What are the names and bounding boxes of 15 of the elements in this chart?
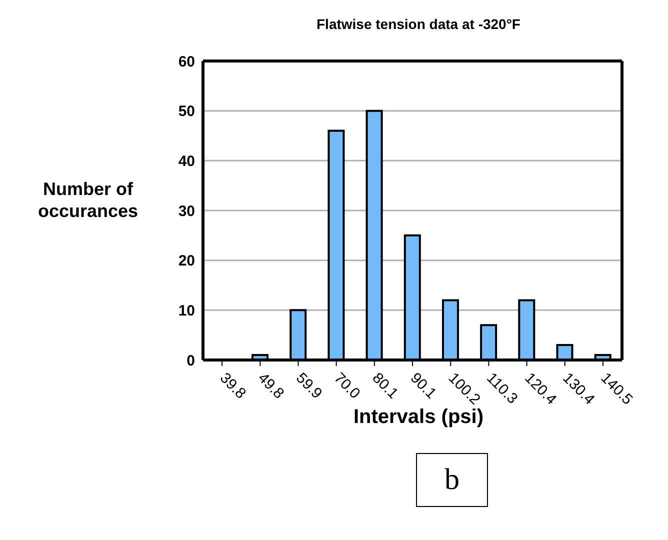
y-tick-label: 50 bbox=[178, 103, 195, 120]
y-tick-label: 30 bbox=[178, 202, 195, 220]
text: b bbox=[416, 453, 488, 507]
x-tick-label: 39.8 bbox=[216, 370, 250, 402]
x-axis-title: Intervals (psi) bbox=[353, 406, 484, 428]
x-tick-label: 70.0 bbox=[330, 370, 364, 402]
chart-title: Flatwise tension data at -320°F bbox=[316, 16, 522, 32]
x-tick-label: 49.8 bbox=[254, 370, 288, 402]
y-tick-label: 0 bbox=[186, 352, 195, 370]
y-axis-title: Number of occurances bbox=[36, 178, 140, 222]
y-tick-label: 20 bbox=[178, 252, 195, 270]
y-tick-label: 60 bbox=[178, 53, 195, 70]
x-tick-label: 59.9 bbox=[292, 370, 326, 402]
y-tick-label: 40 bbox=[178, 152, 195, 170]
y-tick-label: 10 bbox=[178, 302, 195, 320]
